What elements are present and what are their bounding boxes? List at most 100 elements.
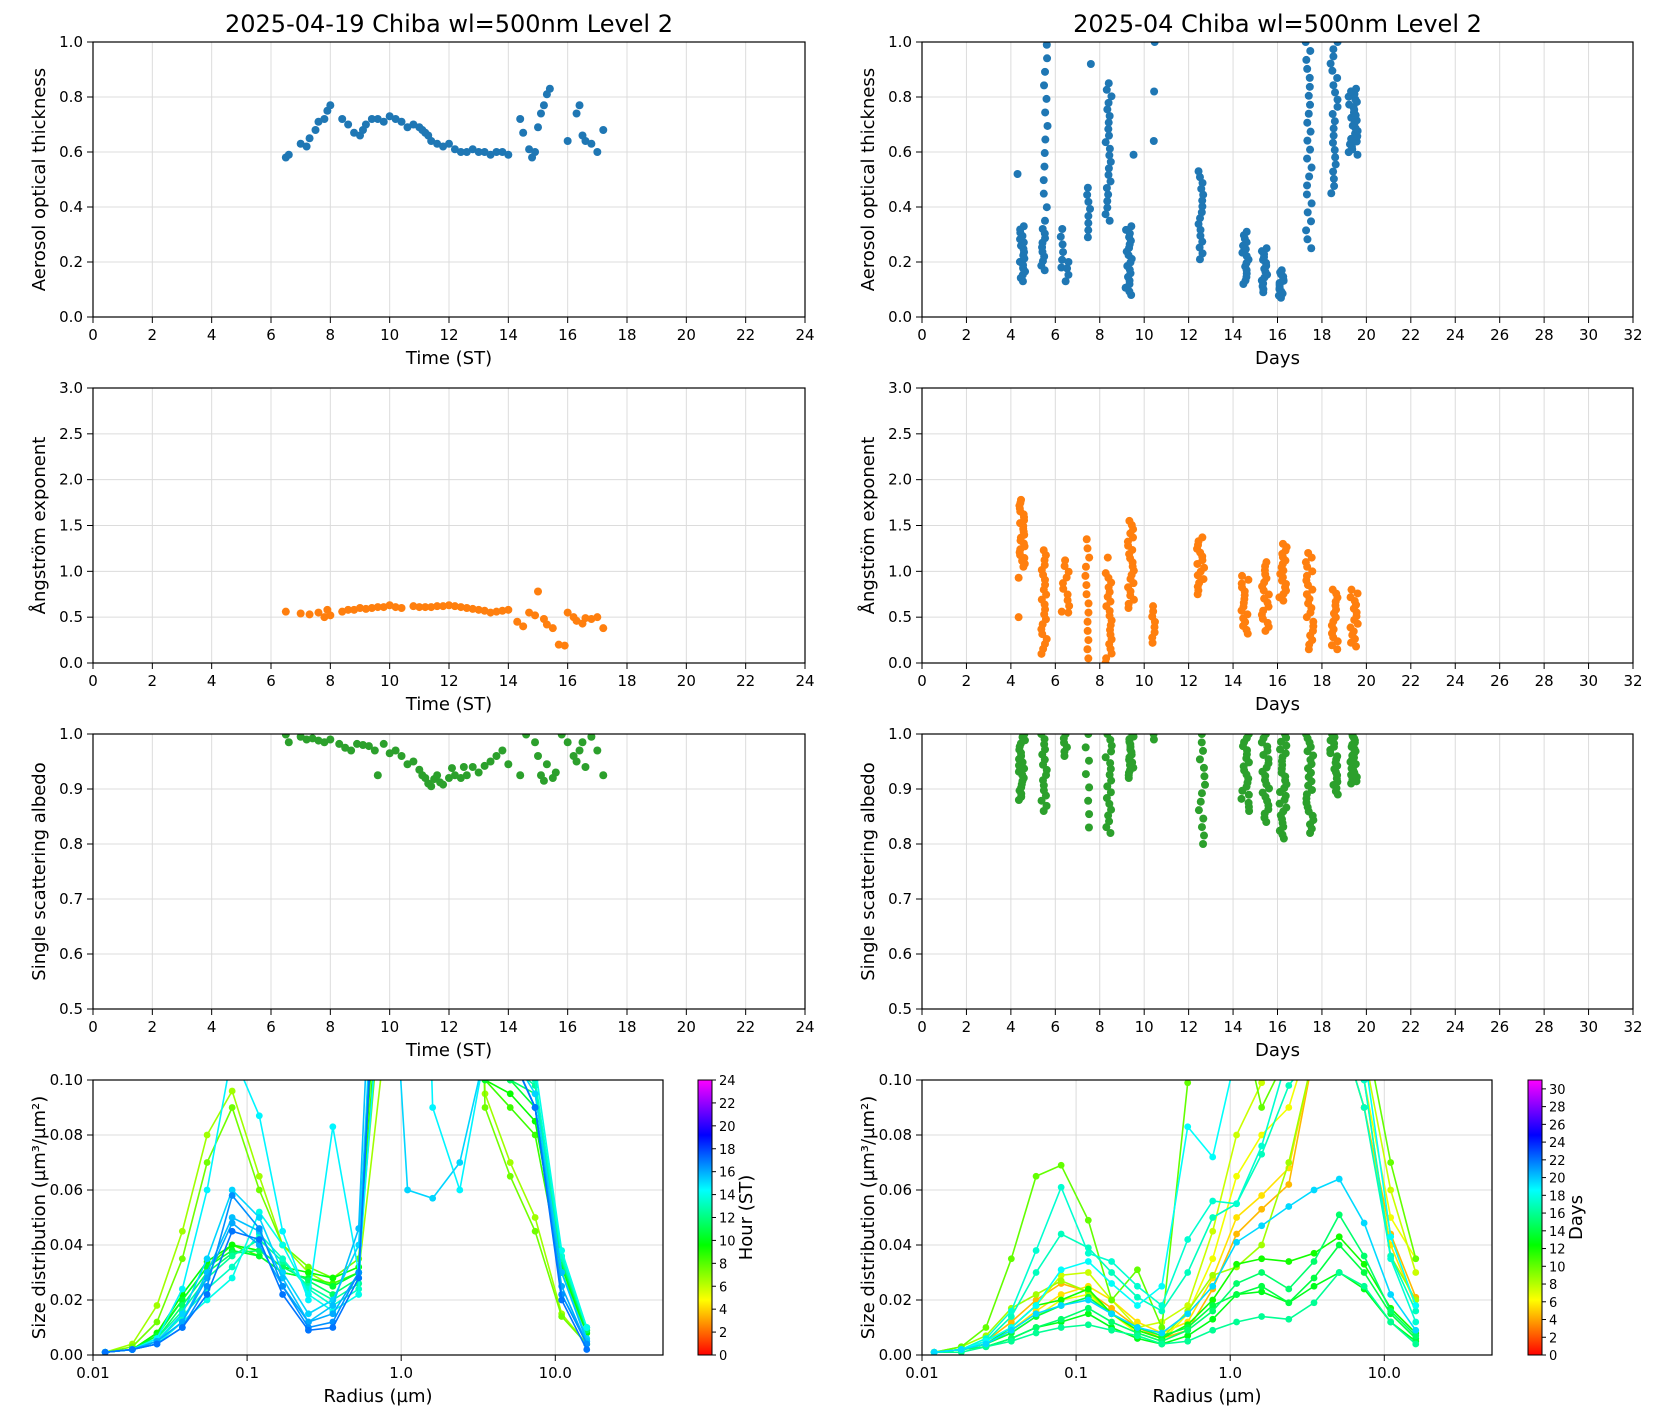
series-point [1233, 1260, 1240, 1268]
series-point [1084, 1249, 1092, 1257]
data-point [1195, 755, 1204, 764]
series-point [1057, 1315, 1065, 1323]
data-point [353, 739, 362, 748]
series-point [305, 1296, 312, 1304]
data-point [1328, 585, 1337, 594]
y-axis-label: Aerosol optical thickness [29, 68, 50, 291]
series-point [1336, 994, 1343, 1001]
series-point [1032, 1172, 1040, 1180]
data-point [1329, 174, 1338, 183]
series-point [1285, 994, 1292, 1001]
data-point [1083, 183, 1092, 192]
series-point [228, 1241, 236, 1249]
series-point [1057, 1183, 1065, 1191]
series-point [279, 1282, 287, 1290]
data-point [296, 139, 305, 148]
data-point [1106, 788, 1115, 797]
colorbar-tick-label: 28 [1549, 1101, 1566, 1116]
series-line [934, 1080, 1417, 1354]
data-point [578, 738, 587, 747]
series-point [1134, 1318, 1141, 1326]
x-tick-label: 18 [617, 672, 636, 690]
series-point [1134, 1282, 1141, 1290]
data-point [1084, 599, 1093, 608]
data-point [513, 617, 522, 626]
x-tick-label: 14 [499, 1018, 518, 1036]
data-point [1105, 151, 1114, 160]
colorbar-tick-label: 2 [1549, 1331, 1557, 1346]
series-point [305, 1269, 312, 1276]
x-tick-label: 10 [1135, 672, 1154, 690]
x-axis-label: Time (ST) [405, 1040, 492, 1061]
data-point [1329, 52, 1338, 61]
data-point [1084, 823, 1093, 832]
data-point [551, 768, 560, 777]
data-point [1303, 181, 1312, 190]
y-tick-label: 0.4 [59, 198, 83, 216]
y-tick-label: 1.0 [888, 725, 912, 743]
data-point [296, 609, 305, 618]
data-point [1081, 743, 1090, 752]
y-tick-label: 2.0 [888, 471, 912, 489]
data-point [1303, 208, 1312, 217]
series-point [1335, 1233, 1343, 1241]
series-point [380, 692, 387, 699]
x-tick-label: 8 [326, 326, 336, 344]
series-point [429, 1194, 437, 1202]
data-point [563, 137, 572, 145]
data-point [456, 148, 465, 156]
colorbar-tick-label: 8 [1549, 1278, 1557, 1293]
data-point [1328, 734, 1337, 738]
x-tick-label: 22 [1401, 672, 1420, 690]
data-point [1352, 84, 1361, 93]
data-point [1086, 60, 1095, 68]
series-point [1258, 1241, 1266, 1249]
series-line [105, 1080, 588, 1354]
data-point [1084, 734, 1093, 738]
data-point [284, 738, 293, 747]
series-point [404, 87, 411, 94]
size-day-panel: 0.01 0.1 1.0 10.00.000.020.040.060.080.10Ra… [29, 87, 757, 1407]
data-point [1102, 654, 1111, 663]
x-tick-label: 18 [1312, 1018, 1331, 1036]
x-tick-label: 32 [1623, 672, 1642, 690]
y-axis-label: Size distribution (µm³/µm²) [858, 1096, 879, 1339]
series-point [1412, 1318, 1420, 1326]
data-point [468, 604, 477, 613]
series-line [105, 1080, 588, 1354]
data-point [1104, 170, 1113, 179]
series-point [329, 1310, 337, 1318]
series-point [203, 1131, 211, 1139]
data-point [1014, 613, 1023, 622]
data-point [450, 145, 459, 154]
x-tick-label: 24 [795, 672, 814, 690]
data-point [1058, 255, 1067, 264]
series-point [1209, 1153, 1217, 1161]
x-tick-label: 6 [1051, 672, 1061, 690]
data-point [1238, 571, 1247, 580]
series-point [178, 1302, 186, 1309]
y-axis-label: Aerosol optical thickness [858, 68, 879, 291]
data-point [1309, 617, 1318, 626]
data-point [1198, 533, 1207, 542]
series-point [203, 1282, 211, 1290]
data-point [1150, 42, 1159, 46]
colorbar-tick-label: 14 [719, 1189, 736, 1204]
x-tick-label: 22 [736, 326, 755, 344]
series-line [105, 1080, 588, 1354]
data-point [492, 752, 501, 760]
ae-day-data [281, 587, 608, 650]
x-tick-label: 8 [1095, 1018, 1105, 1036]
data-point [1330, 117, 1339, 126]
x-tick-label: 12 [439, 672, 458, 690]
data-point [1329, 81, 1338, 90]
data-point [486, 150, 495, 159]
series-point [1158, 1307, 1166, 1315]
data-point [486, 757, 495, 766]
y-tick-label: 1.5 [888, 517, 912, 535]
series-point [1233, 1280, 1240, 1287]
series-point [1310, 1299, 1318, 1307]
data-point [459, 763, 468, 771]
colorbar-tick-label: 30 [1549, 1083, 1566, 1098]
